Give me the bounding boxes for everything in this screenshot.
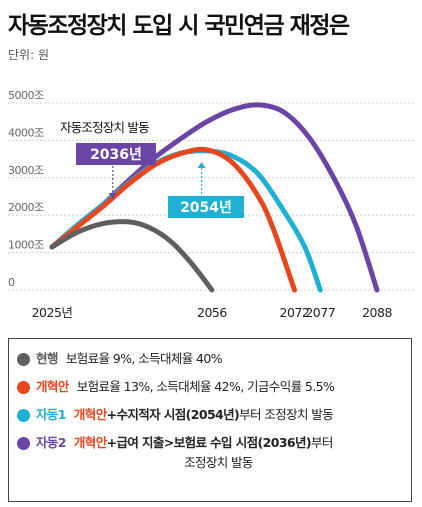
legend-desc-auto1-rest: 부터 조정장치 발동: [239, 407, 334, 422]
annotation-trigger-label: 자동조정장치 발동: [60, 120, 149, 135]
legend-name-reform: 개혁안: [36, 379, 69, 394]
legend-desc-auto2-bold: +급여 지출>보험료 수입 시점(2036년): [106, 435, 312, 450]
legend-desc-reform: 보험료율 13%, 소득대체율 42%, 기금수익률 5.5%: [76, 379, 335, 394]
y-tick-label: 3000조: [8, 164, 44, 177]
legend-name-current: 현행: [36, 351, 58, 366]
chart-title: 자동조정장치 도입 시 국민연금 재정은: [8, 13, 350, 39]
annotation-2054-arrow: [197, 162, 206, 168]
series-line-reform: [49, 146, 297, 293]
y-tick-label: 4000조: [8, 126, 44, 139]
annotation-2054-badge: [168, 196, 244, 218]
annotation-2036-badge: [76, 143, 156, 165]
legend-dot-current: [17, 353, 30, 366]
legend-dot-auto2: [17, 437, 30, 450]
legend-dot-reform: [17, 381, 30, 394]
legend-item-reform: 개혁안 보험료율 13%, 소득대체율 42%, 기금수익률 5.5%: [17, 377, 403, 397]
legend-desc-auto2-line2: 조정장치 발동: [184, 455, 253, 470]
x-tick-label: 2077: [305, 305, 335, 320]
legend-desc-auto1: 개혁안+수지적자 시점(2054년)부터 조정장치 발동: [74, 405, 403, 425]
x-tick-label: 2088: [362, 305, 392, 320]
y-tick-label: 2000조: [8, 201, 44, 214]
legend-desc-auto2-reform: 개혁안: [73, 435, 107, 450]
legend-desc-auto1-bold: +수지적자 시점(2054년): [106, 407, 240, 422]
x-tick-label: 2056: [197, 305, 227, 320]
series-line-current: [49, 219, 215, 293]
annotation-2054-text: 2054년: [180, 200, 232, 216]
annotation-2036-arrow: [108, 193, 117, 199]
legend-box: 현행 보험료율 9%, 소득대체율 40% 개혁안 보험료율 13%, 소득대체…: [8, 338, 412, 502]
legend-desc-auto2-rest: 부터: [311, 435, 333, 450]
series-line-auto1: [49, 148, 323, 293]
y-tick-label: 1000조: [8, 239, 44, 252]
legend-item-current: 현행 보험료율 9%, 소득대체율 40%: [17, 349, 403, 369]
annotation-2036-text: 2036년: [90, 147, 142, 163]
legend-desc-auto1-reform: 개혁안: [73, 407, 107, 422]
legend-name-auto2: 자동2: [36, 435, 67, 450]
y-tick-label: 5000조: [8, 89, 44, 102]
legend-dot-auto1: [17, 409, 30, 422]
legend-desc-current: 보험료율 9%, 소득대체율 40%: [65, 351, 223, 366]
legend-item-auto1: 자동1 개혁안+수지적자 시점(2054년)부터 조정장치 발동: [17, 405, 403, 425]
x-tick-label: 2072: [280, 305, 310, 320]
legend-name-auto1: 자동1: [36, 407, 67, 422]
unit-label: 단위: 원: [8, 48, 49, 62]
y-tick-label: 0: [8, 276, 15, 289]
x-tick-label: 2025년: [32, 305, 73, 320]
